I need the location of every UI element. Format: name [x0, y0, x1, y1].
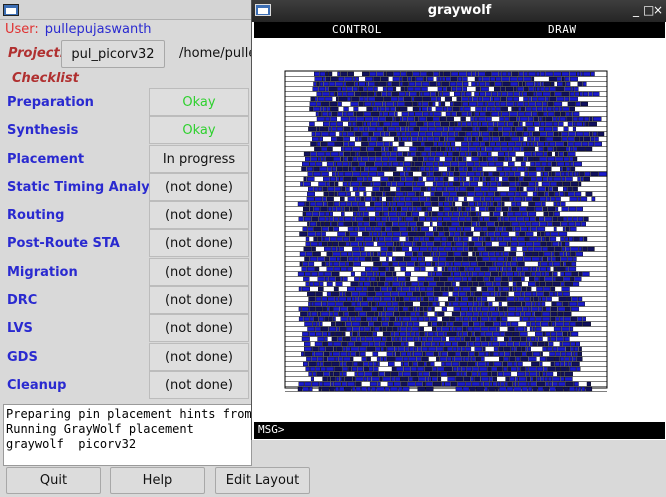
- minimize-icon[interactable]: _: [633, 3, 643, 17]
- step-name: Placement: [7, 152, 85, 167]
- window-controls: _□×: [633, 3, 663, 17]
- step-drc: DRC (not done): [0, 286, 252, 314]
- console-line: graywolf picorv32: [6, 437, 137, 451]
- project-label: Project:: [8, 46, 65, 61]
- step-status-button[interactable]: (not done): [149, 314, 249, 342]
- step-status-button[interactable]: (not done): [149, 229, 249, 257]
- step-name: LVS: [7, 321, 33, 336]
- step-status-button[interactable]: (not done): [149, 258, 249, 286]
- help-button[interactable]: Help: [110, 467, 205, 494]
- step-name: Migration: [7, 265, 78, 280]
- placement-canvas[interactable]: [254, 38, 665, 422]
- step-static-timing-analysis: Static Timing Analysis (not done): [0, 173, 252, 201]
- graywolf-window: graywolf _□× CONTROL DRAW MSG>: [251, 0, 666, 440]
- step-migration: Migration (not done): [0, 258, 252, 286]
- graywolf-titlebar[interactable]: graywolf _□×: [252, 0, 666, 22]
- console-line: Running GrayWolf placement: [6, 422, 194, 436]
- step-status-button[interactable]: (not done): [149, 343, 249, 371]
- step-name: GDS: [7, 350, 38, 365]
- step-name: DRC: [7, 293, 38, 308]
- step-post-route-sta: Post-Route STA (not done): [0, 229, 252, 257]
- step-cleanup: Cleanup (not done): [0, 371, 252, 399]
- step-routing: Routing (not done): [0, 201, 252, 229]
- close-icon[interactable]: ×: [653, 3, 666, 17]
- user-row: User: pullepujaswanth: [5, 22, 152, 37]
- step-name: Post-Route STA: [7, 236, 120, 251]
- quit-button[interactable]: Quit: [6, 467, 101, 494]
- placement-layout: [284, 70, 608, 392]
- project-name-button[interactable]: pul_picorv32: [61, 40, 165, 68]
- window-icon[interactable]: [255, 4, 271, 16]
- user-label: User:: [5, 22, 39, 37]
- step-status-button[interactable]: (not done): [149, 286, 249, 314]
- step-status-button[interactable]: Okay: [149, 116, 249, 144]
- step-name: Routing: [7, 208, 65, 223]
- step-name: Static Timing Analysis: [7, 180, 170, 195]
- step-gds: GDS (not done): [0, 343, 252, 371]
- step-synthesis: Synthesis Okay: [0, 116, 252, 144]
- user-name: pullepujaswanth: [44, 22, 152, 37]
- graywolf-menubar: CONTROL DRAW: [254, 22, 665, 38]
- edit-layout-button[interactable]: Edit Layout: [215, 467, 310, 494]
- graywolf-title: graywolf: [427, 3, 492, 18]
- step-status-button[interactable]: (not done): [149, 201, 249, 229]
- step-name: Preparation: [7, 95, 94, 110]
- step-placement: Placement In progress: [0, 145, 252, 173]
- step-status-button[interactable]: In progress: [149, 145, 249, 173]
- step-status-button[interactable]: (not done): [149, 371, 249, 399]
- step-preparation: Preparation Okay: [0, 88, 252, 116]
- qflow-titlebar[interactable]: [0, 0, 252, 20]
- message-bar: MSG>: [254, 422, 665, 439]
- console-line: Preparing pin placement hints from pi: [6, 407, 252, 421]
- menu-control[interactable]: CONTROL: [332, 23, 382, 36]
- checklist-title: Checklist: [12, 71, 79, 86]
- window-icon[interactable]: [3, 4, 19, 16]
- step-lvs: LVS (not done): [0, 314, 252, 342]
- step-name: Synthesis: [7, 123, 79, 138]
- maximize-icon[interactable]: □: [643, 3, 659, 17]
- step-status-button[interactable]: Okay: [149, 88, 249, 116]
- step-name: Cleanup: [7, 378, 67, 393]
- console-output[interactable]: Preparing pin placement hints from pi Run…: [3, 404, 252, 466]
- step-status-button[interactable]: (not done): [149, 173, 249, 201]
- menu-draw[interactable]: DRAW: [548, 23, 577, 36]
- message-prompt[interactable]: MSG>: [258, 423, 285, 436]
